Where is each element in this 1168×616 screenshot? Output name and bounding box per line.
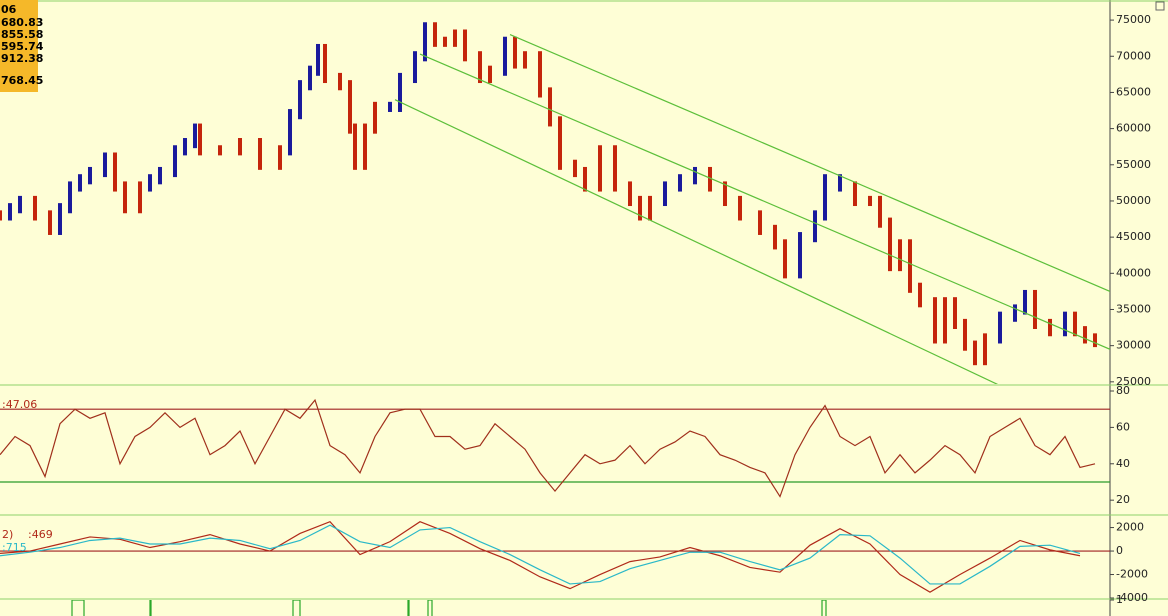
channel-line bbox=[509, 34, 1110, 292]
y-tick-label: -4000 bbox=[1116, 591, 1148, 604]
info-text: 06 bbox=[1, 3, 17, 16]
y-tick-label: 75000 bbox=[1116, 13, 1151, 26]
indicator-label: 2) bbox=[2, 528, 13, 541]
indicator-label: :715 bbox=[2, 541, 27, 554]
signal-pulse bbox=[71, 600, 85, 616]
y-tick-label: 50000 bbox=[1116, 194, 1151, 207]
info-text: 912.38 bbox=[1, 52, 43, 65]
indicator-label: :469 bbox=[28, 528, 53, 541]
y-tick-label: 40000 bbox=[1116, 266, 1151, 279]
y-tick-label: 0 bbox=[1116, 544, 1123, 557]
y-tick-label: 60 bbox=[1116, 420, 1130, 433]
y-tick-label: 35000 bbox=[1116, 302, 1151, 315]
indicator-line bbox=[0, 398, 1096, 498]
y-tick-label: -2000 bbox=[1116, 568, 1148, 581]
y-tick-label: 70000 bbox=[1116, 49, 1151, 62]
signal-pulse bbox=[292, 600, 301, 616]
y-tick-label: 45000 bbox=[1116, 230, 1151, 243]
info-text: 768.45 bbox=[1, 74, 43, 87]
y-tick-label: 60000 bbox=[1116, 122, 1151, 135]
y-tick-label: 20 bbox=[1116, 493, 1130, 506]
y-tick-label: 30000 bbox=[1116, 339, 1151, 352]
y-tick-label: 1 bbox=[1116, 593, 1123, 606]
info-box: 06 680.83 855.58 595.74 912.38 768.45 bbox=[0, 0, 44, 92]
info-text: 595.74 bbox=[1, 40, 44, 53]
channel-line bbox=[394, 99, 999, 384]
info-text: 855.58 bbox=[1, 28, 43, 41]
y-tick-label: 40 bbox=[1116, 457, 1130, 470]
signal-pulse bbox=[407, 600, 410, 616]
indicator-line bbox=[0, 520, 1081, 593]
signal-pulse bbox=[149, 600, 152, 616]
signal-pulse bbox=[427, 600, 433, 616]
panel bbox=[0, 22, 1110, 384]
y-tick-label: 25000 bbox=[1116, 375, 1151, 388]
channel-line bbox=[419, 53, 1110, 350]
y-tick-label: 80 bbox=[1116, 384, 1130, 397]
info-box-bg bbox=[0, 0, 38, 92]
info-text: 680.83 bbox=[1, 16, 43, 29]
y-tick-label: 65000 bbox=[1116, 85, 1151, 98]
indicator-label: :47.06 bbox=[2, 398, 37, 411]
panel bbox=[0, 520, 1110, 593]
corner-icon bbox=[1155, 1, 1165, 11]
panel bbox=[71, 600, 827, 616]
y-tick-label: 2000 bbox=[1116, 521, 1144, 534]
signal-pulse bbox=[821, 600, 827, 616]
indicator-line bbox=[0, 524, 1081, 585]
y-tick-label: 55000 bbox=[1116, 158, 1151, 171]
panel bbox=[0, 398, 1110, 498]
